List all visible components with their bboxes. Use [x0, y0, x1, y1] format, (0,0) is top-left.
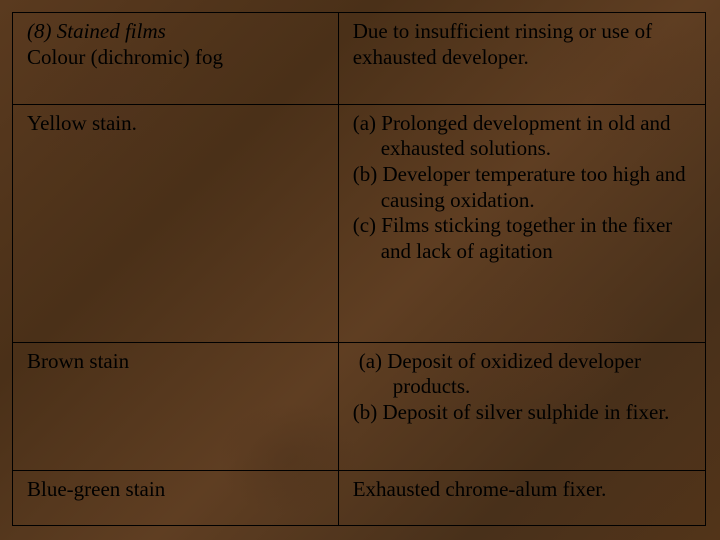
- list-lead: (b): [353, 400, 378, 424]
- row-left-body: Colour (dichromic) fog: [27, 45, 223, 69]
- cell-right: Exhausted chrome-alum fixer.: [338, 470, 705, 525]
- cell-right: Due to insufficient rinsing or use of ex…: [338, 13, 705, 105]
- cell-left: (8) Stained films Colour (dichromic) fog: [13, 13, 339, 105]
- list-lead: (c): [353, 213, 376, 237]
- table-row: Yellow stain. (a) Prolonged development …: [13, 104, 706, 342]
- row-left-body: Yellow stain.: [27, 111, 137, 135]
- cell-left: Blue-green stain: [13, 470, 339, 525]
- cell-right: (a) Prolonged development in old and exh…: [338, 104, 705, 342]
- list-lead: (a): [353, 111, 376, 135]
- list-item: (b) Developer temperature too high and c…: [353, 162, 695, 213]
- faults-table: (8) Stained films Colour (dichromic) fog…: [12, 12, 706, 526]
- row-left-body: Brown stain: [27, 349, 129, 373]
- list-item: (b) Deposit of silver sulphide in fixer.: [353, 400, 695, 426]
- table-row: Blue-green stain Exhausted chrome-alum f…: [13, 470, 706, 525]
- list-lead: (a): [359, 349, 382, 373]
- row-heading: (8) Stained films: [27, 19, 166, 43]
- slide-frame: (8) Stained films Colour (dichromic) fog…: [12, 12, 708, 528]
- cell-left: Yellow stain.: [13, 104, 339, 342]
- list-text: Deposit of oxidized developer products.: [382, 349, 641, 399]
- cell-left: Brown stain: [13, 342, 339, 470]
- list-lead: (b): [353, 162, 378, 186]
- list-text: Films sticking together in the fixer and…: [376, 213, 672, 263]
- list-text: Deposit of silver sulphide in fixer.: [377, 400, 669, 424]
- list-item: (a) Prolonged development in old and exh…: [353, 111, 695, 162]
- list-text: Prolonged development in old and exhaust…: [376, 111, 671, 161]
- list-item: (a) Deposit of oxidized developer produc…: [353, 349, 695, 400]
- row-left-body: Blue-green stain: [27, 477, 165, 501]
- table-row: Brown stain (a) Deposit of oxidized deve…: [13, 342, 706, 470]
- table-row: (8) Stained films Colour (dichromic) fog…: [13, 13, 706, 105]
- list-text: Developer temperature too high and causi…: [377, 162, 685, 212]
- cell-right: (a) Deposit of oxidized developer produc…: [338, 342, 705, 470]
- row-right-plain: Due to insufficient rinsing or use of ex…: [353, 19, 695, 70]
- list-item: (c) Films sticking together in the fixer…: [353, 213, 695, 264]
- row-right-plain: Exhausted chrome-alum fixer.: [353, 477, 607, 501]
